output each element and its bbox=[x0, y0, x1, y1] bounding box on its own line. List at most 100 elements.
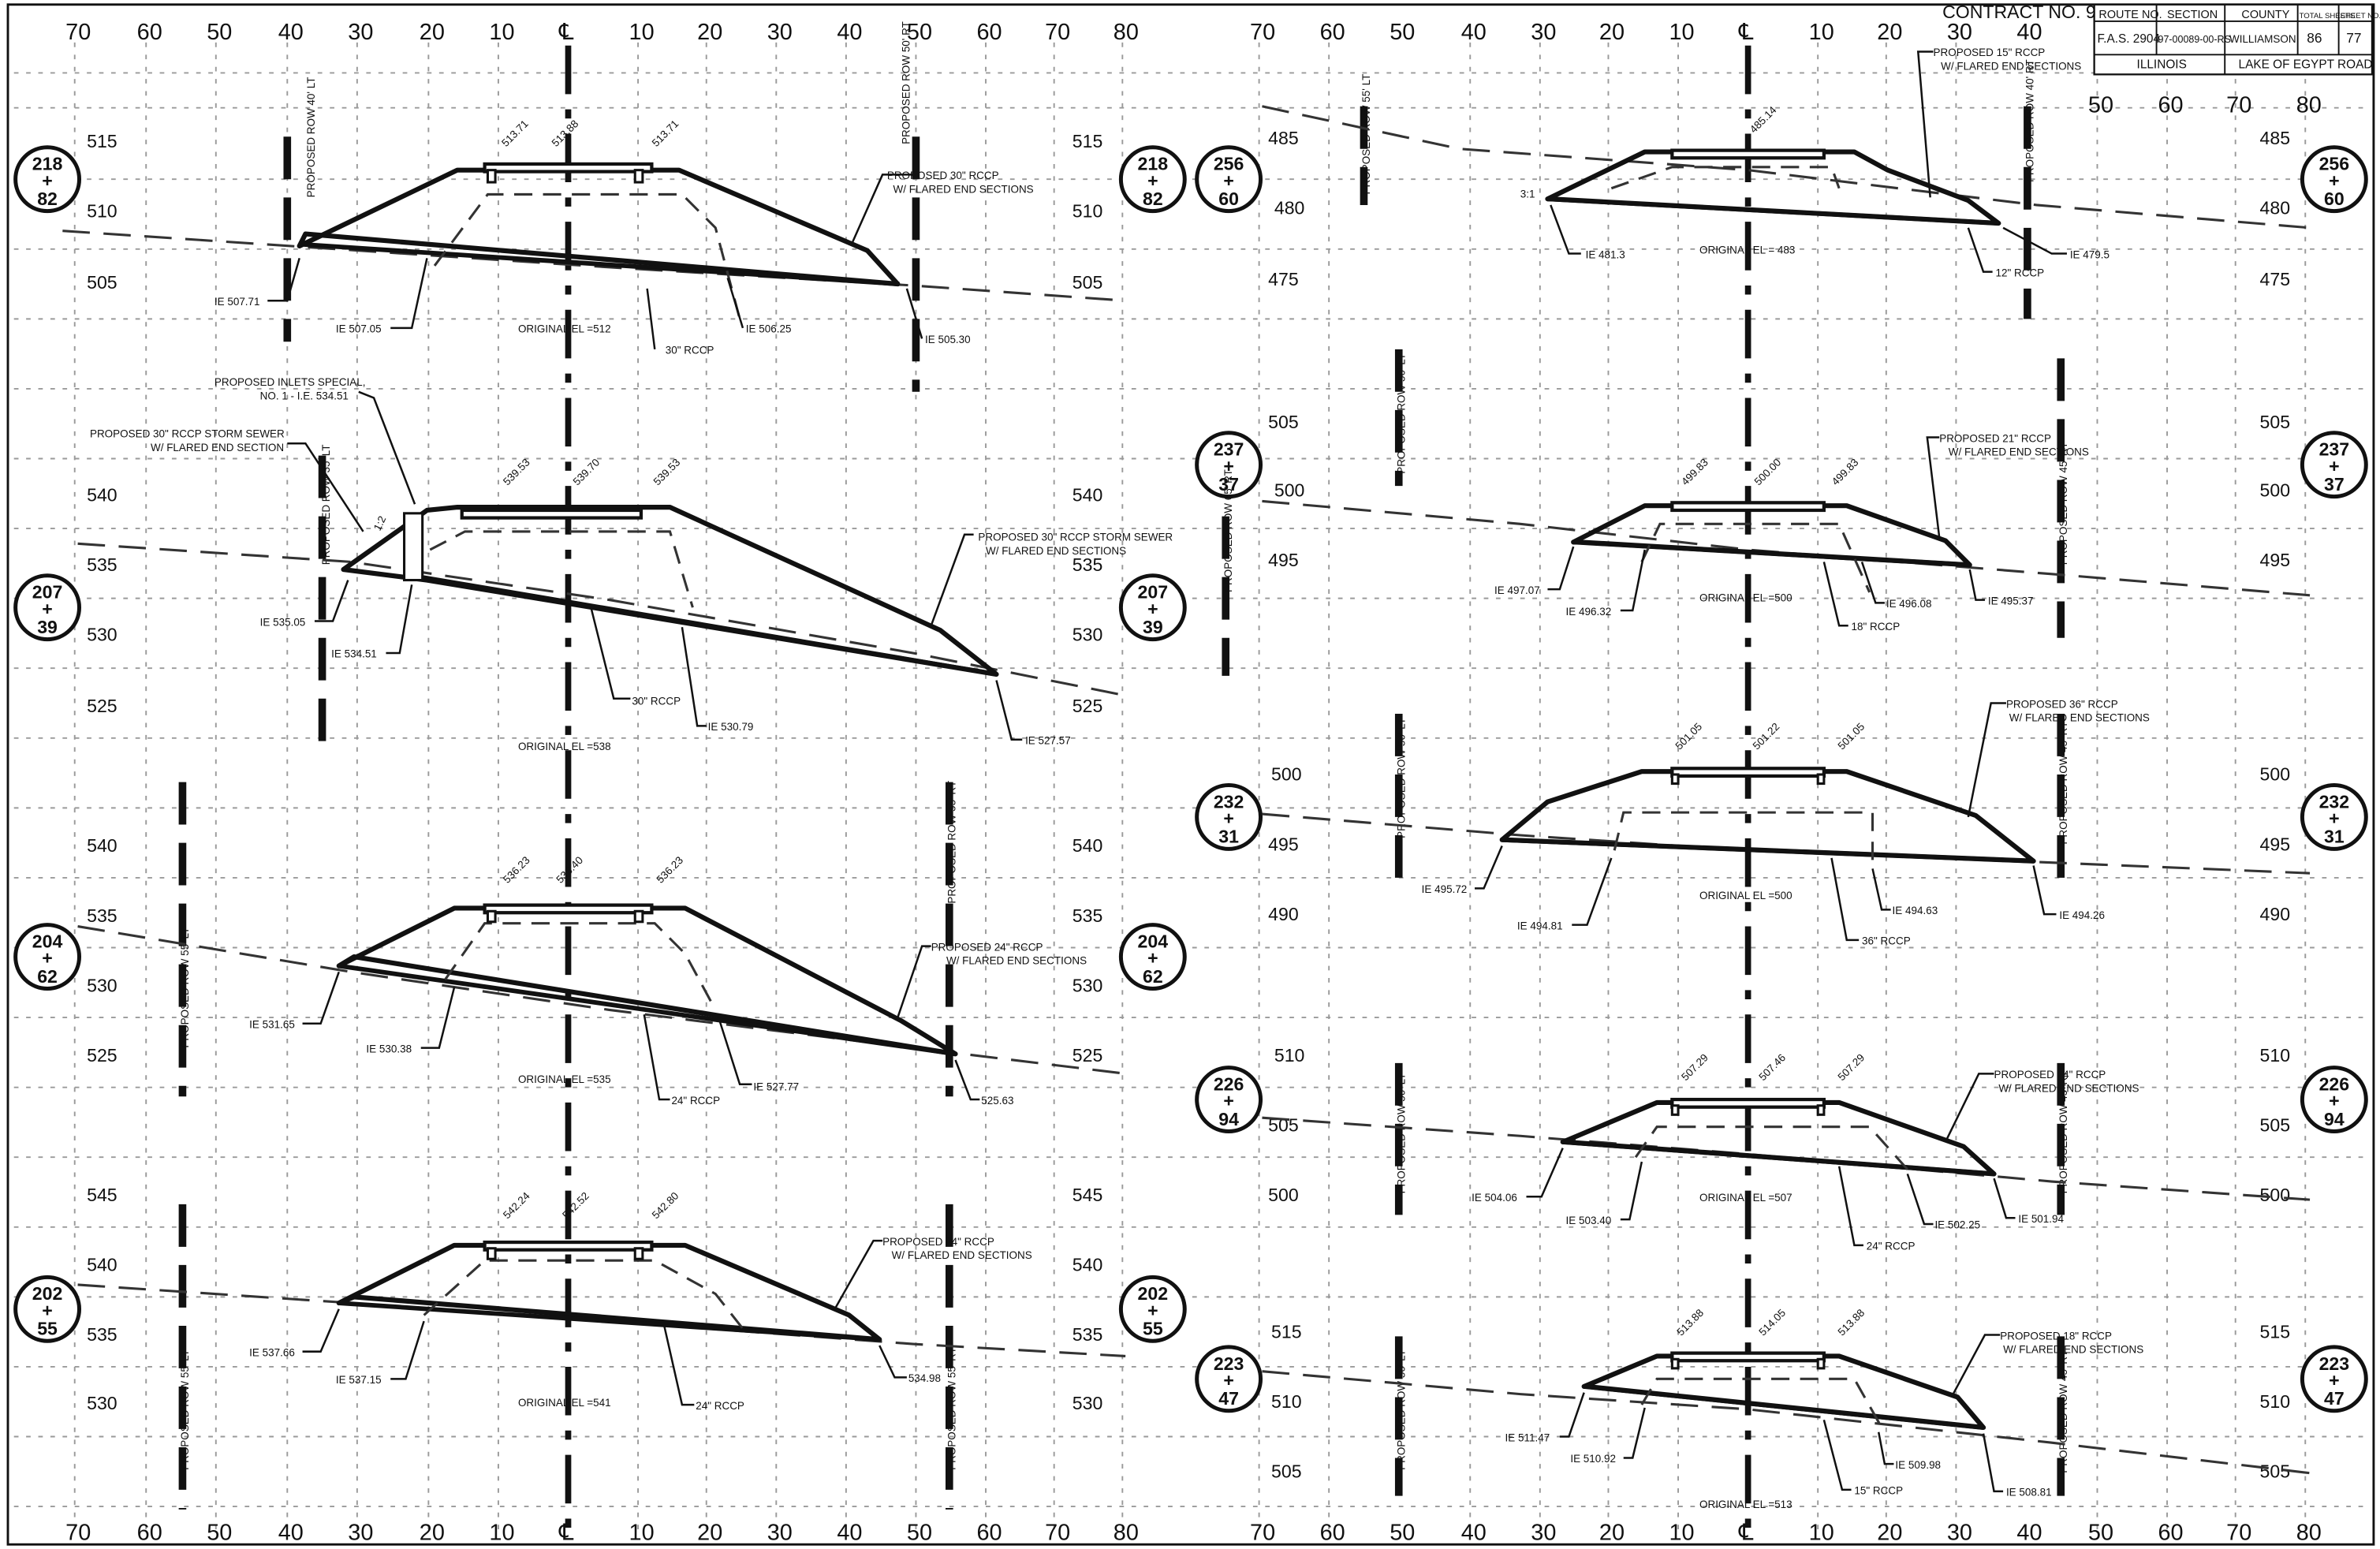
axis-left-top-label: 50 bbox=[907, 20, 932, 45]
culvert-pipe bbox=[1573, 539, 1970, 568]
svg-text:+: + bbox=[2329, 808, 2340, 829]
grade-elevation: 513.88 bbox=[1674, 1307, 1706, 1338]
header-section: SECTION bbox=[2167, 9, 2218, 21]
station-marker: 202 + 55 bbox=[13, 1275, 82, 1343]
pipe-note: W/ FLARED END SECTIONS bbox=[1949, 446, 2089, 458]
pipe-note: W/ FLARED END SECTIONS bbox=[946, 955, 1087, 967]
axis-left-top-label: 80 bbox=[1114, 20, 1139, 45]
grade-elevation: 539.53 bbox=[501, 457, 532, 488]
axis-left-bottom-label: 20 bbox=[697, 1520, 722, 1545]
pipe-note: PROPOSED 36" RCCP bbox=[2006, 698, 2118, 710]
elevation-label: 540 bbox=[87, 484, 118, 505]
station-top: 237 bbox=[1214, 439, 1244, 460]
original-ground-line bbox=[1262, 812, 2311, 875]
invert-elevation: IE 494.81 bbox=[1517, 920, 1563, 931]
row-label: PROPOSED ROW 40' LT bbox=[305, 77, 317, 198]
axis-left-top-label: 10 bbox=[489, 20, 514, 45]
elevation-label: 510 bbox=[1274, 1045, 1305, 1066]
invert-elevation: IE 479.5 bbox=[2070, 248, 2110, 260]
pavement-surface bbox=[1670, 501, 1826, 513]
pipe-size-label: 15" RCCP bbox=[1854, 1485, 1903, 1497]
invert-elevation: IE 507.05 bbox=[336, 323, 382, 335]
station-marker: 202 + 55 bbox=[1118, 1275, 1187, 1343]
axis-left-bottom-label: 50 bbox=[207, 1520, 232, 1545]
invert-elevation: IE 527.57 bbox=[1025, 734, 1071, 746]
station-marker: 226 + 94 bbox=[2300, 1066, 2368, 1133]
pipe-note: W/ FLARED END SECTIONS bbox=[1941, 61, 2081, 73]
axis-right-bottom-label: 40 bbox=[2016, 1520, 2042, 1545]
elevation-label: 515 bbox=[1072, 131, 1103, 151]
embankment-outline bbox=[1499, 769, 2036, 864]
invert-elevation: IE 530.79 bbox=[708, 721, 754, 733]
elevation-label: 505 bbox=[1271, 1461, 1302, 1482]
embankment-outline bbox=[336, 1242, 882, 1342]
grade-elevation: 536.23 bbox=[654, 854, 685, 886]
station-top: 237 bbox=[2319, 439, 2350, 460]
elevation-label: 535 bbox=[1072, 905, 1103, 926]
pavement-surface bbox=[483, 1240, 654, 1252]
elevation-label: 510 bbox=[1271, 1391, 1302, 1412]
axis-right-top-label: 20 bbox=[1599, 20, 1625, 45]
elevation-label: 530 bbox=[87, 1393, 118, 1413]
invert-elevation: IE 502.25 bbox=[1934, 1219, 1980, 1231]
original-ground-line bbox=[1262, 105, 2311, 230]
station-marker: 237 + 37 bbox=[1195, 431, 1263, 499]
grade-elevation: 507.29 bbox=[1836, 1051, 1867, 1083]
elevation-label: 530 bbox=[1072, 975, 1103, 995]
station-marker: 256 + 60 bbox=[2300, 145, 2368, 214]
pipe-note: PROPOSED 24" RCCP bbox=[1994, 1069, 2106, 1081]
storm-note: PROPOSED 30" RCCP STORM SEWER bbox=[978, 531, 1173, 543]
original-elevation: ORIGINAL EL =513 bbox=[1699, 1499, 1792, 1510]
invert-elevation: IE 527.77 bbox=[753, 1081, 799, 1093]
original-elevation: ORIGINAL EL =538 bbox=[518, 741, 611, 752]
storm-note: PROPOSED 30" RCCP STORM SEWER bbox=[90, 428, 285, 440]
elevation-label: 505 bbox=[87, 272, 118, 293]
invert-elevation: 534.98 bbox=[908, 1372, 941, 1384]
station-top: 226 bbox=[2319, 1074, 2350, 1095]
pipe-size-label: 24" RCCP bbox=[1867, 1241, 1916, 1252]
pipe-note: PROPOSED 15" RCCP bbox=[1934, 47, 2046, 58]
elevation-label: 505 bbox=[1268, 412, 1299, 432]
original-elevation: ORIGINAL EL =512 bbox=[518, 323, 611, 335]
pipe-size-label: 24" RCCP bbox=[671, 1095, 720, 1107]
title-block: CONTRACT NO. 99199 ROUTE NO. SECTION COU… bbox=[1942, 2, 2380, 76]
station-bottom: 31 bbox=[2324, 827, 2345, 847]
svg-text:+: + bbox=[2329, 1370, 2340, 1390]
pavement-surface bbox=[1670, 767, 1826, 778]
station-top: 207 bbox=[32, 582, 63, 603]
station-marker: 218 + 82 bbox=[13, 145, 82, 214]
axis-left-top-label: ℄ bbox=[558, 20, 574, 45]
elevation-label: 515 bbox=[1271, 1321, 1302, 1342]
invert-elevation: IE 537.15 bbox=[336, 1374, 382, 1386]
invert-elevation: IE 535.05 bbox=[260, 616, 306, 628]
shoulder-marker bbox=[486, 169, 497, 184]
elevation-label: 525 bbox=[87, 1045, 118, 1066]
svg-text:+: + bbox=[42, 1300, 52, 1320]
pipe-size-label: 30" RCCP bbox=[632, 695, 681, 707]
sheet-border bbox=[6, 3, 2375, 1546]
station-bottom: 37 bbox=[2324, 474, 2345, 495]
grade-elevation: 542.24 bbox=[501, 1189, 532, 1221]
station-marker: 226 + 94 bbox=[1195, 1066, 1263, 1133]
total-sheets-value: 86 bbox=[2307, 30, 2322, 46]
elevation-label: 495 bbox=[1268, 834, 1299, 854]
elevation-label: 480 bbox=[1274, 197, 1305, 218]
embankment-outline bbox=[1560, 1099, 1997, 1177]
svg-text:+: + bbox=[2329, 170, 2340, 191]
axis-left-top-label: 30 bbox=[348, 20, 373, 45]
row-label: PROPOSED ROW 45' RT bbox=[2057, 442, 2069, 565]
elevation-label: 480 bbox=[2260, 197, 2291, 218]
axis-right-top-extra-label: 50 bbox=[2088, 92, 2113, 118]
original-elevation: ORIGINAL EL =500 bbox=[1699, 890, 1792, 901]
pipe-note: W/ FLARED END SECTIONS bbox=[893, 184, 1034, 196]
station-marker: 207 + 39 bbox=[13, 573, 82, 642]
pipe-note: PROPOSED 21" RCCP bbox=[1939, 432, 2051, 444]
axis-right-bottom-label: 70 bbox=[1250, 1520, 1275, 1545]
station-bottom: 39 bbox=[1143, 617, 1163, 637]
axis-left-bottom-label: 40 bbox=[837, 1520, 862, 1545]
elevation-label: 530 bbox=[1072, 1393, 1103, 1413]
subgrade-line bbox=[1610, 166, 1841, 190]
grade-elevation: 501.05 bbox=[1836, 721, 1867, 752]
slope-label: 1:2 bbox=[371, 514, 389, 532]
embankment-outline bbox=[297, 167, 901, 287]
